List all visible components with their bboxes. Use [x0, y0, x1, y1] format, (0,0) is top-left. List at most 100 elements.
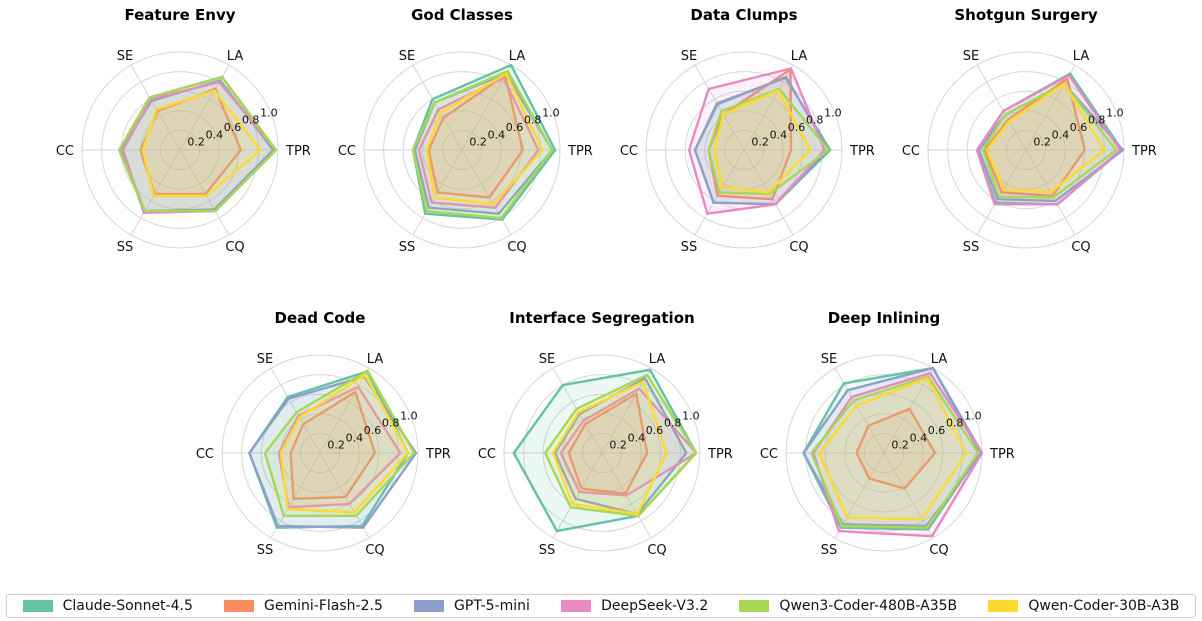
grid-spoke	[461, 149, 512, 236]
legend-item: Qwen-Coder-30B-A3B	[988, 598, 1179, 614]
axis-label: CC	[620, 144, 638, 159]
legend-item: Gemini-Flash-2.5	[224, 598, 383, 614]
axis-label: CQ	[365, 543, 384, 558]
grid-spoke	[319, 367, 370, 454]
legend-label: Qwen-Coder-30B-A3B	[1028, 598, 1180, 614]
axis-label: SE	[821, 352, 837, 367]
series-polygon	[818, 377, 968, 521]
radial-tick-label: 0.2	[187, 136, 205, 149]
radial-tick-label: 0.2	[891, 439, 909, 452]
radial-tick-label: 0.8	[524, 114, 542, 127]
axis-label: TPR	[1131, 144, 1157, 159]
grid-spoke	[319, 452, 370, 539]
series-polygon	[713, 89, 812, 194]
series-polygon	[279, 373, 410, 514]
radar-chart: 0.20.40.60.81.0 TPR LA SE CC SS CQ Dead Code	[196, 309, 451, 558]
axis-label: SS	[399, 240, 416, 255]
axis-label: LA	[367, 352, 384, 367]
radar-chart: 0.20.40.60.81.0 TPR LA SE CC SS CQ Shotgun Surg…	[902, 6, 1157, 255]
legend-label: DeepSeek-V3.2	[601, 598, 709, 614]
axis-label: CC	[478, 447, 496, 462]
axis-label: TPR	[285, 144, 311, 159]
radial-tick-label: 1.0	[542, 106, 560, 119]
radial-tick-label: 0.6	[506, 121, 524, 134]
series-polygon	[263, 369, 416, 517]
radar-chart: 0.20.40.60.81.0 TPR LA SE CC SS CQ God Classes	[338, 6, 593, 255]
series-polygon	[417, 76, 540, 209]
grid-spoke	[130, 64, 181, 151]
radial-tick-label: 0.6	[1070, 121, 1088, 134]
radial-tick-label: 0.4	[770, 128, 788, 141]
chart-title: Feature Envy	[124, 6, 235, 24]
chart-title: Data Clumps	[690, 6, 797, 24]
legend-item: Claude-Sonnet-4.5	[22, 598, 193, 614]
axis-label: LA	[649, 352, 666, 367]
axis-label: CC	[338, 144, 356, 159]
series-polygon	[425, 72, 544, 206]
legend-swatch	[988, 600, 1019, 612]
axis-label: SE	[399, 49, 415, 64]
axis-label: SS	[821, 543, 838, 558]
series-polygon	[810, 375, 980, 529]
radar-chart: 0.20.40.60.81.0 TPR LA SE CC SS CQ Data Clumps	[620, 6, 875, 255]
legend-swatch	[739, 600, 770, 612]
axis-label: SS	[257, 543, 274, 558]
axis-label: SS	[539, 543, 556, 558]
legend-item: Qwen3-Coder-480B-A35B	[739, 598, 957, 614]
series-polygon	[117, 75, 278, 213]
chart-title: God Classes	[411, 6, 513, 24]
radial-tick-label: 0.4	[628, 431, 646, 444]
legend-label: Qwen3-Coder-480B-A35B	[779, 598, 958, 614]
chart-title: Shotgun Surgery	[954, 6, 1097, 24]
radial-tick-label: 0.8	[382, 417, 400, 430]
radial-tick-label: 1.0	[400, 409, 418, 422]
radial-tick-label: 0.2	[1033, 136, 1051, 149]
radial-tick-label: 0.2	[609, 439, 627, 452]
radial-tick-label: 0.8	[664, 417, 682, 430]
axis-label: TPR	[707, 447, 733, 462]
radial-tick-label: 1.0	[824, 106, 842, 119]
series-polygon	[141, 89, 262, 198]
radial-tick-label: 0.2	[469, 136, 487, 149]
axis-label: LA	[931, 352, 948, 367]
legend: Claude-Sonnet-4.5 Gemini-Flash-2.5 GPT-5-m…	[6, 594, 1196, 618]
axis-label: SS	[681, 240, 698, 255]
axis-label: TPR	[425, 447, 451, 462]
grid-spoke	[270, 452, 321, 539]
grid-spoke	[270, 367, 321, 454]
axis-label: TPR	[989, 447, 1015, 462]
axis-label: SE	[539, 352, 555, 367]
series-polygon	[559, 387, 698, 497]
grid-spoke	[552, 452, 603, 539]
radial-tick-label: 1.0	[260, 106, 278, 119]
radial-tick-label: 0.4	[1052, 128, 1070, 141]
axis-label: CC	[56, 144, 74, 159]
axis-label: LA	[791, 49, 808, 64]
radial-tick-label: 1.0	[1106, 106, 1124, 119]
legend-swatch	[22, 600, 53, 612]
radial-tick-label: 0.8	[946, 417, 964, 430]
radial-tick-label: 1.0	[964, 409, 982, 422]
series-polygon	[567, 392, 649, 495]
grid-spoke	[552, 367, 603, 454]
radial-tick-label: 0.4	[910, 431, 928, 444]
radial-tick-label: 0.6	[928, 424, 946, 437]
chart-title: Deep Inlining	[828, 309, 941, 327]
series-polygon	[551, 380, 668, 516]
radar-chart: 0.20.40.60.81.0 TPR LA SE CC SS CQ Deep Inlinin…	[760, 309, 1015, 558]
radial-tick-label: 0.4	[346, 431, 364, 444]
legend-label: Claude-Sonnet-4.5	[62, 598, 193, 614]
series-polygon	[985, 82, 1106, 194]
radial-tick-label: 0.2	[751, 136, 769, 149]
radial-tick-label: 0.2	[327, 439, 345, 452]
series-polygon	[277, 385, 402, 509]
axis-label: CC	[902, 144, 920, 159]
radial-tick-label: 0.8	[1088, 114, 1106, 127]
axis-label: SE	[681, 49, 697, 64]
axis-label: CQ	[647, 543, 666, 558]
axis-label: CQ	[225, 240, 244, 255]
series-polygon	[707, 87, 830, 196]
axis-label: SE	[257, 352, 273, 367]
axis-label: SS	[963, 240, 980, 255]
